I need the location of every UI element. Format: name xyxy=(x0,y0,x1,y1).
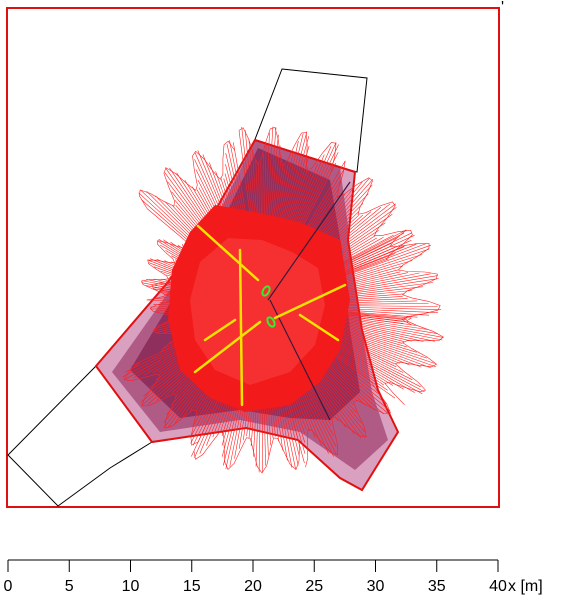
scale-tick-label: 40 xyxy=(489,578,507,595)
scale-tick-label: 5 xyxy=(65,578,74,595)
scale-tick-label: 20 xyxy=(244,578,262,595)
scale-tick-label: 10 xyxy=(122,578,140,595)
scale-tick-label: 30 xyxy=(367,578,385,595)
scale-tick-label: 25 xyxy=(305,578,323,595)
scale-tick-label: 35 xyxy=(428,578,446,595)
scale-unit-label: x [m] xyxy=(508,578,543,595)
scale-tick-label: 0 xyxy=(4,578,13,595)
horizontal-scale-ruler xyxy=(8,560,498,572)
scale-tick-label: 15 xyxy=(183,578,201,595)
corner-tick-mark: ' xyxy=(501,0,504,16)
